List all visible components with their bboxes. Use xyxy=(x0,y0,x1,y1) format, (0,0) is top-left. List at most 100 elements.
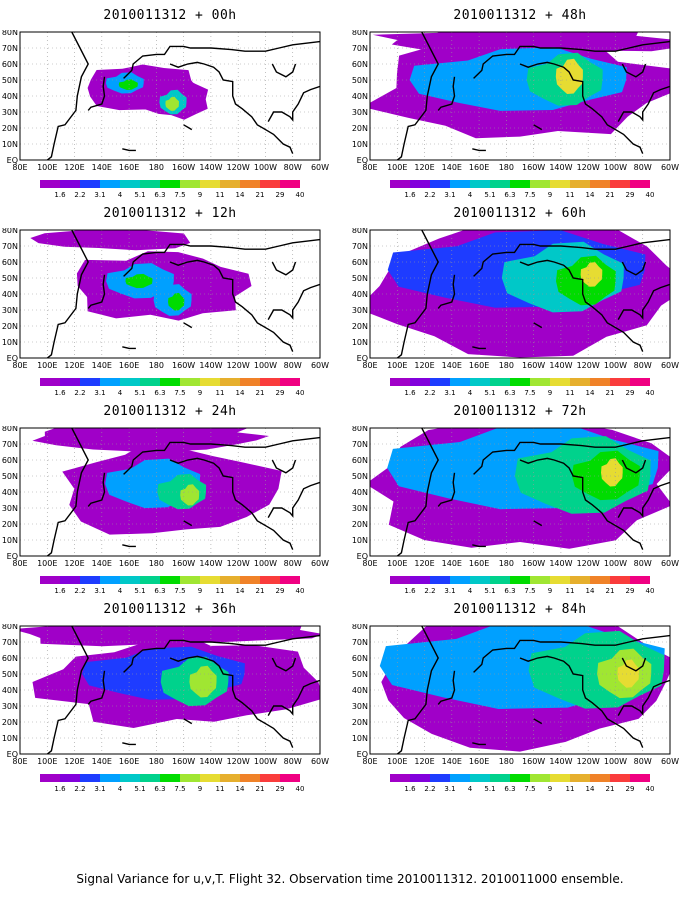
coastline xyxy=(437,670,456,705)
coastline xyxy=(267,679,320,716)
colorbar-tick-label: 1.6 xyxy=(54,785,66,793)
x-tick-label: 120W xyxy=(577,163,600,172)
colorbar-swatch xyxy=(410,378,430,386)
colorbar-swatch xyxy=(390,774,410,782)
colorbar-swatch xyxy=(570,774,590,782)
x-tick-label: 80W xyxy=(284,757,302,766)
coastline xyxy=(123,436,320,475)
coastline xyxy=(472,346,486,350)
x-tick-label: 140W xyxy=(549,757,572,766)
panel-title: 2010011312 + 60h xyxy=(453,206,587,221)
x-tick-label: 60W xyxy=(311,559,329,568)
colorbar-swatch xyxy=(550,378,570,386)
colorbar-swatch xyxy=(120,576,140,584)
coastline xyxy=(473,436,670,475)
colorbar-tick-label: 1.6 xyxy=(54,587,66,595)
coastline xyxy=(46,626,89,754)
panel-title: 2010011312 + 84h xyxy=(453,602,587,617)
colorbar-tick-label: 7.5 xyxy=(174,785,185,793)
coastline xyxy=(271,459,297,474)
colorbar-tick-label: 14 xyxy=(236,587,245,595)
x-tick-label: 120W xyxy=(577,559,600,568)
colorbar-tick-label: 3.1 xyxy=(94,191,105,199)
colorbar-swatch xyxy=(550,774,570,782)
x-tick-label: 80E xyxy=(12,559,27,568)
colorbar-tick-label: 9 xyxy=(548,389,552,397)
colorbar-tick-label: 14 xyxy=(236,389,245,397)
colorbar-tick-label: 21 xyxy=(606,191,615,199)
colorbar-tick-label: 9 xyxy=(548,785,552,793)
colorbar-swatch xyxy=(410,576,430,584)
colorbar-tick-label: 9 xyxy=(198,191,202,199)
colorbar-swatch xyxy=(240,576,260,584)
coastline xyxy=(533,322,543,329)
colorbar-tick-label: 11 xyxy=(566,587,575,595)
colorbar-swatch xyxy=(510,180,530,188)
variance-contour xyxy=(180,484,200,506)
colorbar-tick-label: 4 xyxy=(468,785,473,793)
x-tick-label: 160W xyxy=(172,163,195,172)
x-tick-label: 160W xyxy=(172,361,195,370)
colorbar-swatch xyxy=(630,774,650,782)
x-tick-label: 80W xyxy=(634,757,652,766)
colorbar-swatch xyxy=(530,774,550,782)
x-tick-label: 140E xyxy=(92,361,112,370)
colorbar-swatch xyxy=(410,180,430,188)
colorbar-tick-label: 4 xyxy=(468,587,473,595)
coastline xyxy=(519,259,644,352)
y-tick-label: 70N xyxy=(352,638,368,647)
coastline xyxy=(169,259,294,352)
colorbar-tick-label: 29 xyxy=(626,587,635,595)
colorbar-swatch xyxy=(100,576,120,584)
coastline xyxy=(396,32,439,160)
x-tick-label: 180 xyxy=(499,163,514,172)
colorbar-tick-label: 1.6 xyxy=(54,389,66,397)
x-tick-label: 100W xyxy=(604,163,627,172)
y-tick-label: 10N xyxy=(2,140,18,149)
x-tick-label: 120E xyxy=(414,361,434,370)
coastline xyxy=(169,457,294,550)
colorbar-tick-label: 21 xyxy=(256,587,265,595)
coastline xyxy=(123,238,320,277)
variance-contour xyxy=(601,458,623,487)
x-tick-label: 120W xyxy=(227,361,250,370)
coastline xyxy=(122,544,136,548)
colorbar-swatch xyxy=(450,576,470,584)
x-tick-label: 60W xyxy=(311,361,329,370)
colorbar-swatch xyxy=(490,774,510,782)
colorbar-tick-label: 6.3 xyxy=(154,587,165,595)
colorbar-swatch xyxy=(100,180,120,188)
colorbar-tick-label: 1.6 xyxy=(404,587,416,595)
colorbar-tick-label: 21 xyxy=(256,191,265,199)
colorbar-swatch xyxy=(450,180,470,188)
y-tick-label: EQ xyxy=(357,354,368,363)
colorbar-tick-label: 11 xyxy=(216,587,225,595)
colorbar-swatch xyxy=(280,180,300,188)
variance-contour xyxy=(168,292,185,311)
colorbar-swatch xyxy=(200,576,220,584)
colorbar-tick-label: 6.3 xyxy=(504,785,515,793)
y-tick-label: 50N xyxy=(352,76,368,85)
colorbar-swatch xyxy=(180,378,200,386)
colorbar-tick-label: 1.6 xyxy=(404,191,416,199)
colorbar-swatch xyxy=(80,378,100,386)
y-tick-label: 40N xyxy=(352,290,368,299)
colorbar-swatch xyxy=(510,774,530,782)
colorbar-swatch xyxy=(490,180,510,188)
y-tick-label: 60N xyxy=(352,258,368,267)
colorbar-swatch xyxy=(530,378,550,386)
colorbar-tick-label: 3.1 xyxy=(444,191,455,199)
colorbar-swatch xyxy=(260,180,280,188)
y-tick-label: 80N xyxy=(352,426,368,433)
colorbar-swatch xyxy=(590,378,610,386)
variance-contour xyxy=(30,230,191,251)
y-tick-label: 30N xyxy=(2,306,18,315)
y-tick-label: 20N xyxy=(2,520,18,529)
colorbar-tick-label: 6.3 xyxy=(154,191,165,199)
x-tick-label: 140W xyxy=(549,163,572,172)
colorbar-tick-label: 2.2 xyxy=(74,785,85,793)
y-tick-label: 80N xyxy=(2,30,18,37)
